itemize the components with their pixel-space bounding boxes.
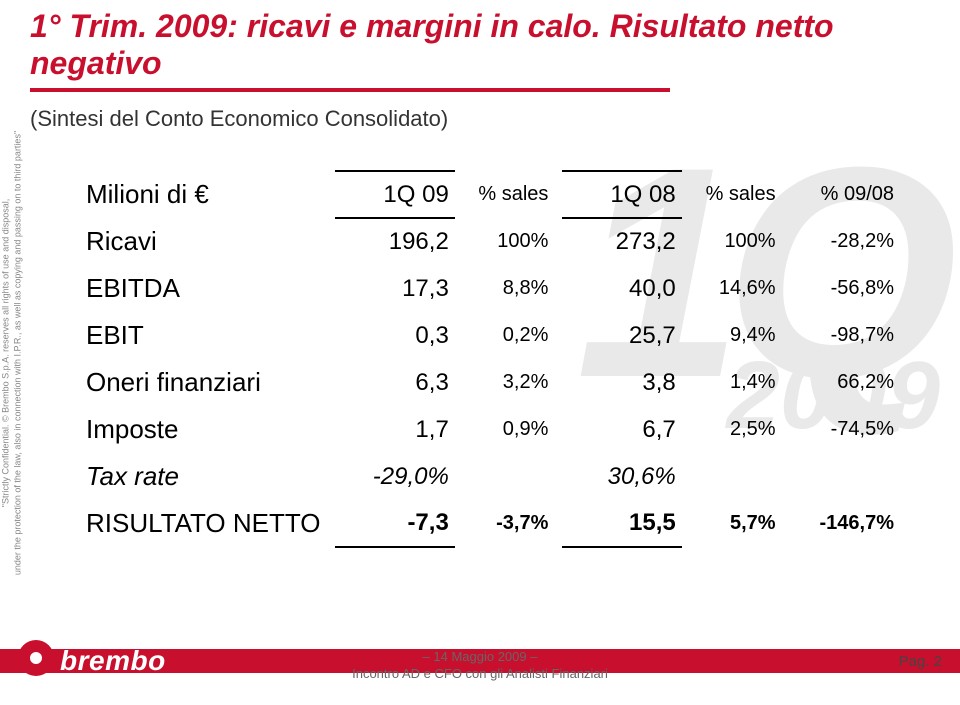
title-underline bbox=[30, 88, 670, 92]
cell: 3,2% bbox=[455, 359, 559, 406]
cell: 196,2 bbox=[335, 218, 455, 265]
cell: 5,7% bbox=[682, 500, 786, 547]
table-row: EBIT0,30,2%25,79,4%-98,7% bbox=[80, 312, 900, 359]
cell: 0,3 bbox=[335, 312, 455, 359]
cell: 1,7 bbox=[335, 406, 455, 453]
brand-logo: brembo bbox=[18, 639, 166, 677]
table-row: EBITDA17,38,8%40,014,6%-56,8% bbox=[80, 265, 900, 312]
footer: – 14 Maggio 2009 – Incontro AD e CFO con… bbox=[0, 649, 960, 705]
page-title: 1° Trim. 2009: ricavi e margini in calo.… bbox=[30, 8, 940, 82]
financial-table: Milioni di € 1Q 09 % sales 1Q 08 % sales… bbox=[80, 170, 900, 548]
cell: 6,3 bbox=[335, 359, 455, 406]
brand-logo-text: brembo bbox=[60, 645, 166, 677]
cell: 14,6% bbox=[682, 265, 786, 312]
footer-date: – 14 Maggio 2009 – bbox=[352, 649, 608, 666]
hdr-1q08: 1Q 08 bbox=[558, 171, 681, 218]
row-label: EBITDA bbox=[80, 265, 335, 312]
cell: -3,7% bbox=[455, 500, 559, 547]
content: Milioni di € 1Q 09 % sales 1Q 08 % sales… bbox=[80, 170, 920, 548]
cell: 9,4% bbox=[682, 312, 786, 359]
table-row: Imposte1,70,9%6,72,5%-74,5% bbox=[80, 406, 900, 453]
cell: 25,7 bbox=[558, 312, 681, 359]
title-area: 1° Trim. 2009: ricavi e margini in calo.… bbox=[30, 8, 940, 132]
cell: -98,7% bbox=[786, 312, 900, 359]
table-row: RISULTATO NETTO-7,3-3,7%15,55,7%-146,7% bbox=[80, 500, 900, 547]
cell: 6,7 bbox=[558, 406, 681, 453]
cell: -56,8% bbox=[786, 265, 900, 312]
brand-logo-icon bbox=[18, 640, 54, 676]
cell: 15,5 bbox=[558, 500, 681, 547]
cell: -28,2% bbox=[786, 218, 900, 265]
table-row: Ricavi196,2100%273,2100%-28,2% bbox=[80, 218, 900, 265]
cell: 30,6% bbox=[558, 453, 681, 500]
row-label: Oneri finanziari bbox=[80, 359, 335, 406]
cell: 66,2% bbox=[786, 359, 900, 406]
table-row: Tax rate-29,0% 30,6% bbox=[80, 453, 900, 500]
table-row: Oneri finanziari6,33,2%3,81,4%66,2% bbox=[80, 359, 900, 406]
cell: 100% bbox=[455, 218, 559, 265]
cell: 100% bbox=[682, 218, 786, 265]
cell: 3,8 bbox=[558, 359, 681, 406]
cell: -7,3 bbox=[335, 500, 455, 547]
hdr-label: Milioni di € bbox=[80, 171, 335, 218]
cell: 2,5% bbox=[682, 406, 786, 453]
cell: -29,0% bbox=[335, 453, 455, 500]
cell: 0,2% bbox=[455, 312, 559, 359]
cell: 273,2 bbox=[558, 218, 681, 265]
confidential-line2: under the protection of the law, also in… bbox=[12, 130, 22, 574]
table-header-row: Milioni di € 1Q 09 % sales 1Q 08 % sales… bbox=[80, 171, 900, 218]
confidential-line1: "Strictly Confidential. © Brembo S.p.A. … bbox=[0, 198, 10, 506]
hdr-pct1: % sales bbox=[455, 171, 559, 218]
page-subtitle: (Sintesi del Conto Economico Consolidato… bbox=[30, 106, 940, 132]
row-label: RISULTATO NETTO bbox=[80, 500, 335, 547]
footer-center: – 14 Maggio 2009 – Incontro AD e CFO con… bbox=[352, 649, 608, 683]
cell: 1,4% bbox=[682, 359, 786, 406]
cell: -146,7% bbox=[786, 500, 900, 547]
hdr-delta: % 09/08 bbox=[786, 171, 900, 218]
confidential-note: "Strictly Confidential. © Brembo S.p.A. … bbox=[0, 73, 23, 633]
row-label: Tax rate bbox=[80, 453, 335, 500]
row-label: EBIT bbox=[80, 312, 335, 359]
cell: 0,9% bbox=[455, 406, 559, 453]
page-number: Pag. 2 bbox=[899, 653, 942, 670]
cell: 40,0 bbox=[558, 265, 681, 312]
hdr-pct2: % sales bbox=[682, 171, 786, 218]
row-label: Imposte bbox=[80, 406, 335, 453]
cell: 8,8% bbox=[455, 265, 559, 312]
cell bbox=[455, 453, 559, 500]
cell: -74,5% bbox=[786, 406, 900, 453]
hdr-1q09: 1Q 09 bbox=[335, 171, 455, 218]
cell bbox=[786, 453, 900, 500]
cell bbox=[682, 453, 786, 500]
footer-event: Incontro AD e CFO con gli Analisti Finan… bbox=[352, 666, 608, 683]
cell: 17,3 bbox=[335, 265, 455, 312]
row-label: Ricavi bbox=[80, 218, 335, 265]
